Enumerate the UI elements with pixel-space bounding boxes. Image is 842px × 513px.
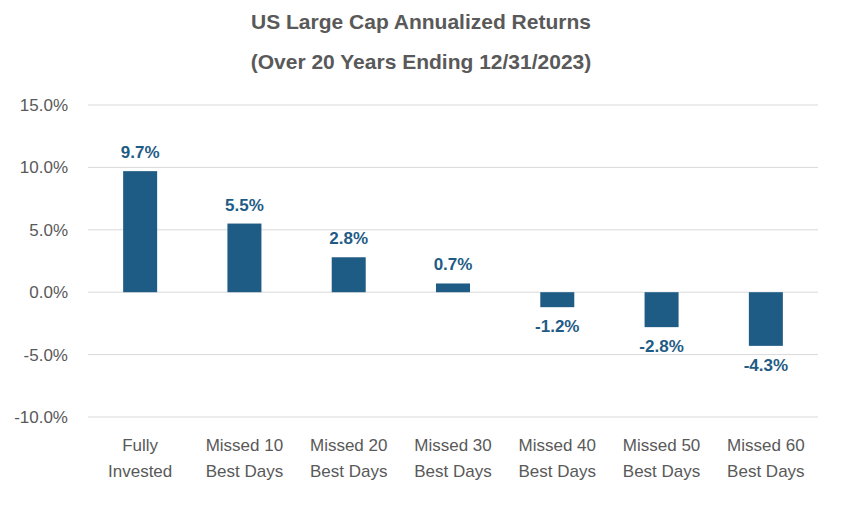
x-tick-label: Missed 50Best Days xyxy=(623,436,700,481)
data-label: -2.8% xyxy=(639,337,683,356)
x-tick-label: Missed 30Best Days xyxy=(414,436,491,481)
bar xyxy=(540,292,574,307)
y-tick-label: -10.0% xyxy=(14,408,68,427)
y-tick-label: -5.0% xyxy=(24,346,68,365)
data-label: -4.3% xyxy=(744,356,788,375)
chart-container: US Large Cap Annualized Returns (Over 20 … xyxy=(0,0,842,513)
x-tick-label: Missed 20Best Days xyxy=(310,436,387,481)
data-label: -1.2% xyxy=(535,317,579,336)
data-label: 9.7% xyxy=(121,143,160,162)
bar xyxy=(123,171,157,292)
bar xyxy=(749,292,783,346)
grid-line xyxy=(88,105,818,106)
grid-line xyxy=(88,354,818,355)
bar xyxy=(227,224,261,293)
title: US Large Cap Annualized Returns xyxy=(251,10,591,33)
bar xyxy=(436,283,470,292)
x-tick-label: Missed 40Best Days xyxy=(519,436,596,481)
data-label: 0.7% xyxy=(434,255,473,274)
y-tick-label: 15.0% xyxy=(20,96,68,115)
bar xyxy=(645,292,679,327)
y-tick-label: 5.0% xyxy=(29,221,68,240)
y-tick-label: 0.0% xyxy=(29,283,68,302)
data-label: 2.8% xyxy=(329,229,368,248)
y-tick-label: 10.0% xyxy=(20,158,68,177)
grid-line xyxy=(88,229,818,230)
x-tick-label: FullyInvested xyxy=(108,436,172,481)
bar xyxy=(332,257,366,292)
chart-svg: US Large Cap Annualized Returns (Over 20 … xyxy=(0,0,842,513)
grid-line xyxy=(88,417,818,418)
grid-line xyxy=(88,167,818,168)
x-tick-label: Missed 60Best Days xyxy=(727,436,804,481)
subtitle: (Over 20 Years Ending 12/31/2023) xyxy=(251,50,591,73)
data-label: 5.5% xyxy=(225,196,264,215)
x-tick-label: Missed 10Best Days xyxy=(206,436,283,481)
bars xyxy=(123,171,783,346)
